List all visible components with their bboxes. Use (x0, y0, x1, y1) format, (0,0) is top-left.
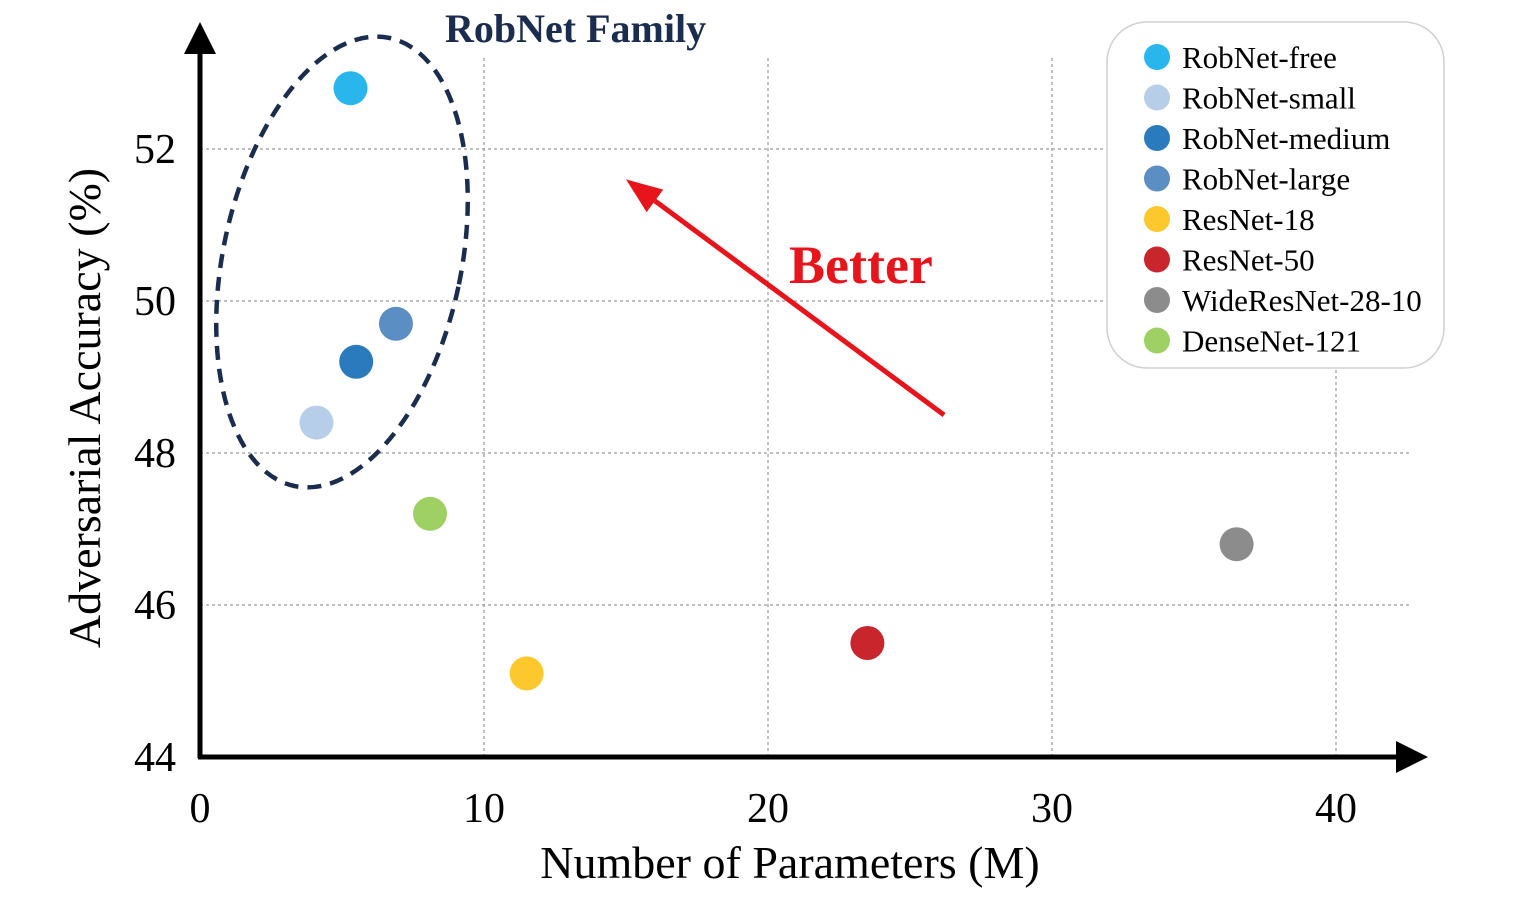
legend-label: ResNet-18 (1182, 202, 1315, 237)
point-resnet-50 (850, 626, 885, 660)
y-axis-label: Adversarial Accuracy (%) (59, 168, 110, 648)
better-label: Better (789, 235, 933, 295)
robnet-family-label: RobNet Family (445, 6, 706, 51)
legend-marker (1144, 246, 1170, 273)
legend-label: RobNet-small (1182, 81, 1356, 116)
legend-marker (1144, 206, 1170, 232)
legend: RobNet-free RobNet-small RobNet-medium RobN… (1106, 21, 1445, 369)
y-axis-arrowhead (184, 22, 216, 54)
point-resnet-18 (509, 656, 544, 691)
point-robnet-medium (339, 344, 374, 379)
legend-marker (1144, 287, 1170, 313)
legend-label: RobNet-large (1182, 162, 1350, 197)
legend-label: WideResNet-28-10 (1182, 283, 1422, 318)
legend-item-resnet-18: ResNet-18 (1144, 202, 1315, 237)
point-densenet-121 (413, 496, 448, 531)
point-robnet-small (299, 405, 334, 440)
y-tick-label: 46 (134, 583, 176, 629)
legend-item-robnet-small: RobNet-small (1144, 81, 1356, 116)
y-tick-label: 44 (134, 735, 176, 781)
legend-item-wideresnet-28-10: WideResNet-28-10 (1144, 283, 1422, 318)
legend-label: RobNet-medium (1182, 121, 1390, 156)
legend-marker (1144, 125, 1170, 151)
point-robnet-free (333, 71, 368, 106)
point-robnet-large (378, 306, 413, 341)
y-tick-label: 48 (134, 431, 176, 477)
legend-marker (1144, 44, 1170, 70)
x-tick-label: 40 (1315, 786, 1357, 832)
x-axis-label: Number of Parameters (M) (540, 837, 1039, 888)
legend-label: DenseNet-121 (1182, 324, 1361, 359)
data-points (299, 71, 1254, 691)
better-arrow (626, 179, 946, 418)
legend-label: RobNet-free (1182, 40, 1337, 75)
x-tick-label: 0 (190, 786, 211, 832)
x-tick-label: 30 (1031, 786, 1073, 832)
legend-item-resnet-50: ResNet-50 (1144, 243, 1315, 278)
legend-item-densenet-121: DenseNet-121 (1144, 324, 1361, 359)
y-tick-label: 50 (134, 279, 176, 325)
legend-box (1106, 21, 1445, 369)
legend-item-robnet-free: RobNet-free (1144, 40, 1337, 75)
x-axis-arrowhead (1396, 741, 1428, 773)
legend-item-robnet-large: RobNet-large (1144, 162, 1350, 197)
legend-label: ResNet-50 (1182, 243, 1315, 278)
axes (184, 22, 1428, 773)
legend-item-robnet-medium: RobNet-medium (1144, 121, 1390, 156)
y-tick-labels: 44 46 48 50 52 (134, 127, 176, 781)
y-tick-label: 52 (134, 127, 176, 173)
x-tick-label: 20 (747, 786, 789, 832)
legend-marker (1144, 84, 1170, 111)
legend-marker (1144, 165, 1170, 192)
legend-marker (1144, 327, 1170, 354)
x-tick-label: 10 (463, 786, 505, 832)
point-wideresnet-28-10 (1219, 527, 1254, 562)
robnet-family-ellipse (213, 34, 471, 490)
x-tick-labels: 0 10 20 30 40 (190, 786, 1358, 832)
